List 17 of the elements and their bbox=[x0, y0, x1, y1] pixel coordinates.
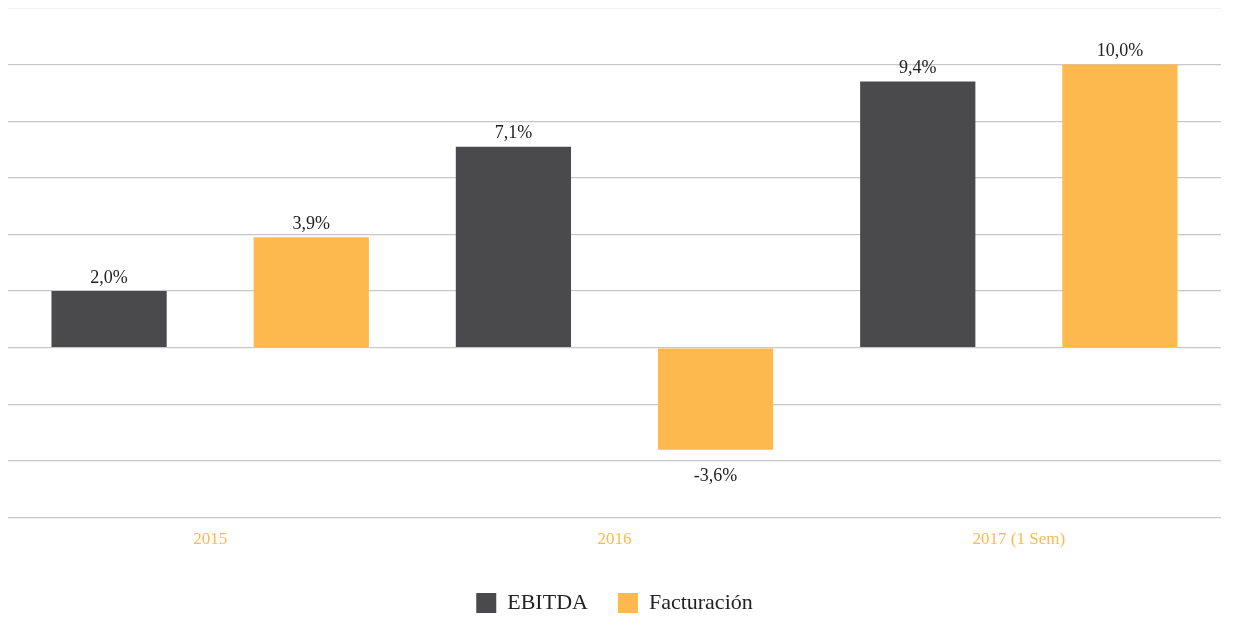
legend-label: Facturación bbox=[648, 588, 753, 614]
bar bbox=[860, 81, 976, 348]
data-label: 9,4% bbox=[899, 57, 937, 78]
bar bbox=[1062, 64, 1178, 348]
x-tick-label: 2015 bbox=[193, 529, 228, 549]
bar bbox=[253, 237, 369, 348]
bar bbox=[455, 146, 572, 348]
bar bbox=[51, 291, 167, 348]
data-label: 2,0% bbox=[90, 266, 128, 287]
data-label: 10,0% bbox=[1096, 40, 1144, 61]
data-label: 7,1% bbox=[494, 122, 533, 143]
x-tick-label: 2016 bbox=[597, 529, 632, 549]
data-label: -3,6% bbox=[693, 465, 738, 486]
legend-label: EBITDA bbox=[507, 588, 589, 614]
x-tick-label: 2017 (1 Sem) bbox=[972, 529, 1066, 549]
data-label: 3,9% bbox=[292, 213, 330, 234]
bar bbox=[657, 348, 774, 450]
